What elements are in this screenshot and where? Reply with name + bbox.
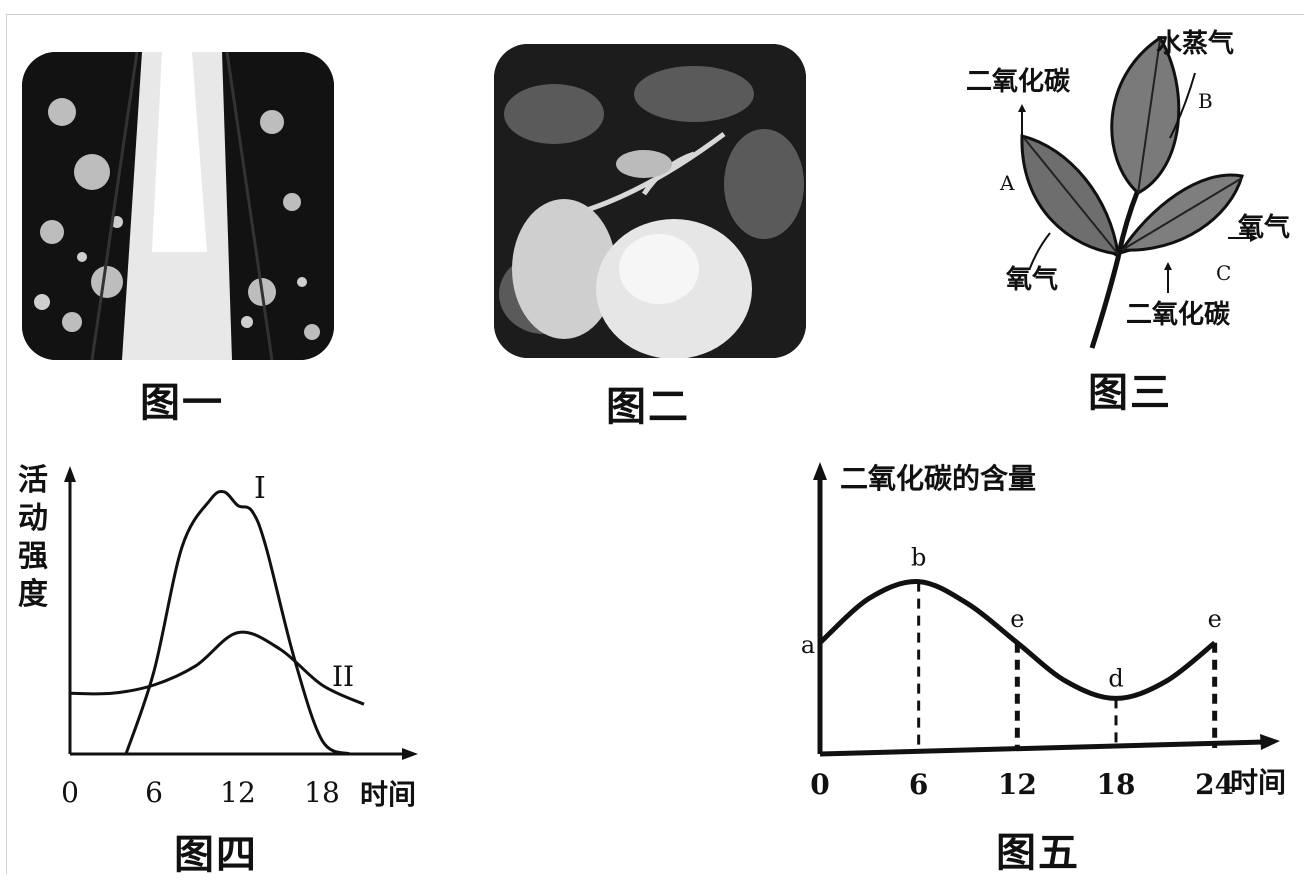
fig1-photo-drawing <box>22 52 334 360</box>
label-oxygen-right: 氧气 <box>1237 212 1290 243</box>
label-leaf-c: C <box>1216 261 1231 285</box>
leaf-a-vein <box>1023 137 1119 255</box>
fig5-x-tick-label: 18 <box>1097 768 1136 801</box>
frame-top-line <box>6 14 1304 15</box>
water-vapor-leader <box>1169 72 1196 139</box>
fig3-leaf-diagram: 二氧化碳 水蒸气 A B 氧气 氧气 C 二氧化碳 <box>966 28 1290 349</box>
label-leaf-b: B <box>1198 89 1213 113</box>
fig4-ylabel-char: 度 <box>18 577 48 612</box>
fig3-caption: 图三 <box>1088 369 1172 416</box>
fig4-curve-label-I: I <box>254 471 266 506</box>
fig5-x-tick-label: 0 <box>810 768 829 801</box>
fig5-x-tick-label: 6 <box>909 768 928 801</box>
fig4-ylabel-char: 动 <box>18 501 48 536</box>
fig4-curve-label-II: II <box>332 660 354 693</box>
fig4-xlabel: 时间 <box>360 778 416 811</box>
leaf-b <box>1110 35 1181 195</box>
fig4-x-tick-label: 18 <box>304 776 340 809</box>
fig5-point-label-a: a <box>801 631 815 659</box>
fig5-point-label-b: b <box>911 544 926 572</box>
fig2-caption: 图二 <box>606 383 690 430</box>
fig4-series-line-II <box>69 630 365 706</box>
fig2-photo-drawing <box>494 44 806 358</box>
fig2-photo <box>494 44 806 358</box>
leaf-b-vein <box>1137 39 1161 194</box>
oxygen-right-arrowhead <box>1250 234 1258 242</box>
fig5-y-arrowhead <box>813 462 827 480</box>
fig5-x-tick-label: 12 <box>998 768 1037 801</box>
label-co2-top: 二氧化碳 <box>966 67 1071 97</box>
fig4-ylabel-char: 活 <box>18 463 48 498</box>
fig5-caption: 图五 <box>996 829 1080 876</box>
fig5-point-label-e: e <box>1208 605 1222 633</box>
fig4-x-arrowhead <box>402 748 418 760</box>
label-leaf-a: A <box>999 171 1015 195</box>
fig5-ylabel: 二氧化碳的含量 <box>840 462 1036 495</box>
fig5-chart: 二氧化碳的含量 时间 0 6 12 18 24 a b e d e <box>801 462 1286 801</box>
fig5-x-axis <box>819 739 1265 757</box>
leaf-stem <box>1089 189 1141 349</box>
fig4-series-line-I <box>124 489 351 756</box>
fig4-ylabel-char: 强 <box>18 539 48 574</box>
leaf-c-vein <box>1121 177 1243 251</box>
co2-bottom-arrowhead <box>1164 262 1172 270</box>
oxygen-left-leader <box>1029 232 1051 269</box>
frame-left-line <box>6 14 7 874</box>
label-water-vapor: 水蒸气 <box>1156 28 1234 59</box>
co2-top-arrowhead <box>1018 104 1026 112</box>
fig5-x-arrowhead <box>1260 734 1280 750</box>
fig4-y-arrowhead <box>64 466 76 482</box>
fig4-caption: 图四 <box>174 831 258 878</box>
fig1-caption: 图一 <box>140 379 224 426</box>
fig5-series-line <box>818 579 1217 701</box>
fig5-point-label-d: d <box>1108 664 1123 692</box>
fig4-x-tick-label: 0 <box>61 776 79 809</box>
fig1-photo <box>22 52 334 360</box>
fig5-point-label-e: e <box>1010 605 1024 633</box>
fig4-x-tick-label: 6 <box>145 776 163 809</box>
label-oxygen-left: 氧气 <box>1005 264 1058 295</box>
fig5-x-tick-label: 24 <box>1195 768 1234 801</box>
fig4-x-tick-label: 12 <box>220 776 256 809</box>
label-co2-bottom: 二氧化碳 <box>1126 300 1231 330</box>
fig5-xlabel: 时间 <box>1230 766 1286 799</box>
